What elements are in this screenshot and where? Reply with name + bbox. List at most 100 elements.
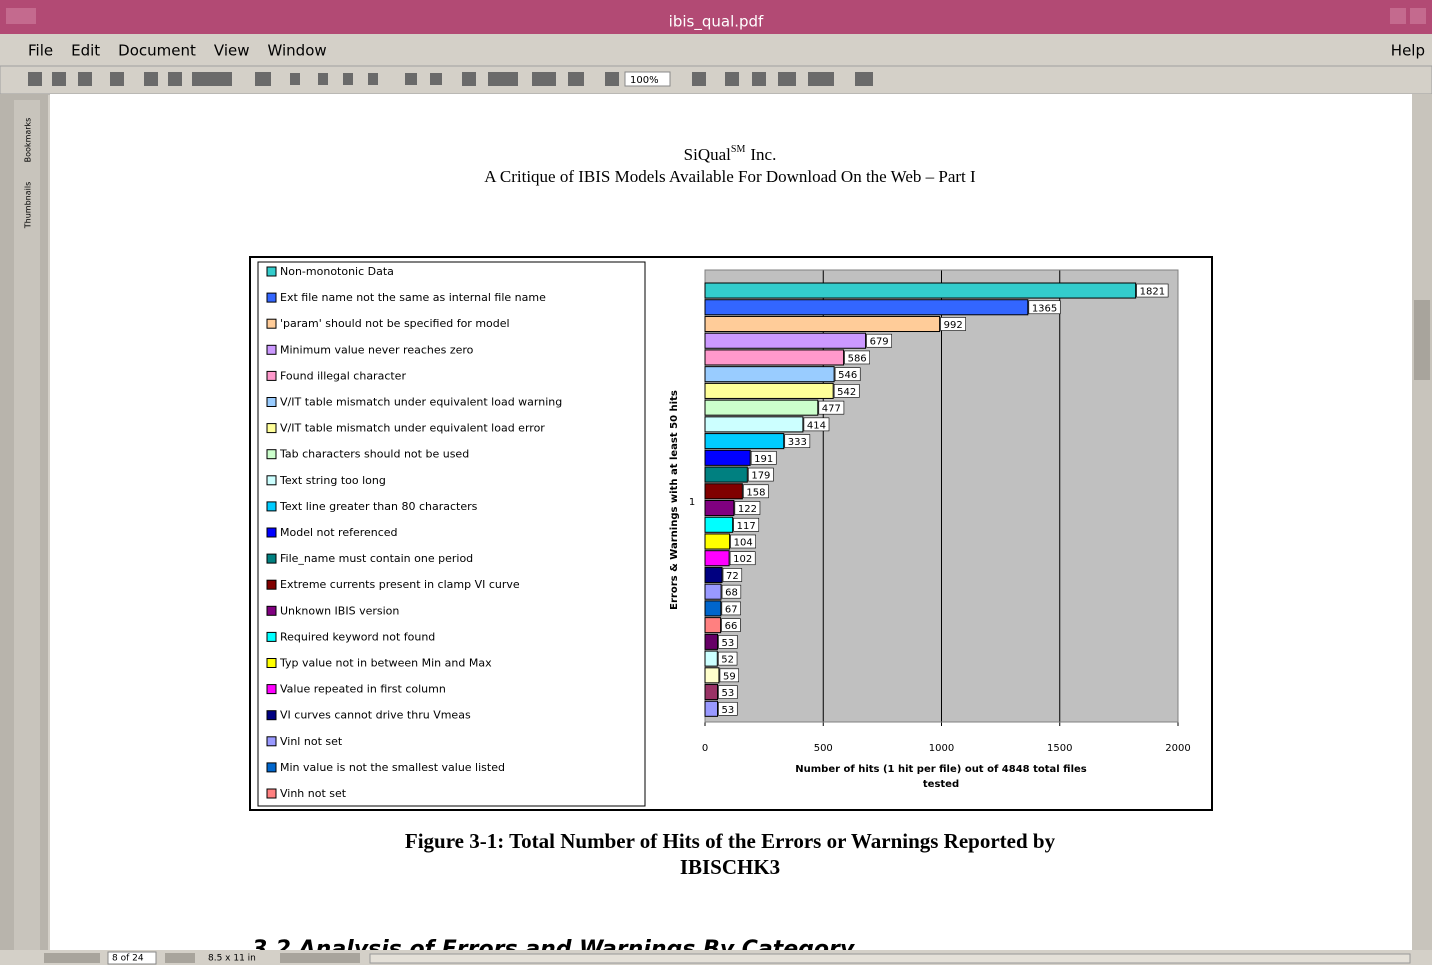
bar	[704, 500, 735, 517]
side-tab-bookmarks[interactable]: Bookmarks	[24, 118, 33, 163]
data-label-box	[1028, 300, 1061, 315]
tool-text[interactable]	[532, 72, 556, 86]
menu-item[interactable]: Edit	[71, 42, 100, 60]
data-label: 477	[822, 404, 841, 415]
bar	[704, 600, 722, 617]
tool-back[interactable]	[405, 73, 417, 85]
tool-search[interactable]	[144, 72, 158, 86]
tool-fullscreen[interactable]	[855, 72, 873, 86]
bar	[704, 349, 845, 366]
legend-swatch	[266, 736, 277, 747]
bar	[704, 449, 751, 466]
figure-caption-line-2: IBISCHK3	[680, 855, 780, 879]
legend-label: Non-monotonic Data	[280, 265, 394, 278]
bar	[704, 399, 819, 416]
data-label-box	[750, 451, 777, 465]
legend-label: Model not referenced	[280, 526, 398, 539]
data-label: 333	[788, 437, 807, 448]
tool-print[interactable]	[78, 72, 92, 86]
bar	[704, 617, 722, 634]
data-label: 1821	[1140, 287, 1165, 298]
legend-label: Required keyword not found	[280, 630, 435, 643]
bar	[704, 700, 719, 717]
data-label-box	[743, 484, 769, 499]
data-label-box	[818, 400, 845, 415]
data-label-box	[748, 467, 774, 482]
tool-open[interactable]	[28, 72, 42, 86]
data-label: 104	[734, 537, 753, 548]
page-nav-next[interactable]	[165, 953, 195, 963]
data-label-box	[833, 384, 860, 398]
data-label: 546	[838, 370, 857, 381]
data-label: 179	[751, 471, 770, 482]
bar	[704, 566, 723, 583]
close-button[interactable]	[1410, 8, 1426, 24]
menu-item[interactable]: View	[214, 42, 250, 60]
horizontal-scrollbar[interactable]	[369, 953, 1411, 964]
legend-swatch	[266, 501, 277, 512]
page-nav-first[interactable]	[44, 953, 100, 963]
legend-swatch	[266, 579, 277, 590]
tool-fit-width[interactable]	[778, 72, 796, 86]
menu-help[interactable]: Help	[1391, 42, 1425, 60]
data-label-box	[803, 417, 830, 432]
zoom-field[interactable]	[624, 71, 671, 87]
bar	[704, 433, 785, 450]
legend-label: Typ value not in between Min and Max	[279, 657, 492, 670]
data-label-box	[718, 635, 738, 649]
bar	[704, 332, 867, 349]
menu-item[interactable]: Document	[118, 42, 196, 60]
data-label: 1365	[1032, 303, 1057, 314]
tool-forward[interactable]	[430, 73, 442, 85]
tool-select[interactable]	[568, 72, 584, 86]
tool-fit-page[interactable]	[752, 72, 766, 86]
tool-rotate[interactable]	[808, 72, 834, 86]
legend-label: Extreme currents present in clamp VI cur…	[280, 578, 520, 591]
tool-first[interactable]	[290, 73, 300, 85]
company-name: SiQual	[684, 145, 732, 164]
legend-swatch	[266, 788, 277, 799]
tool-actual-size[interactable]	[725, 72, 739, 86]
legend-label: Found illegal character	[280, 369, 406, 382]
window-title: ibis_qual.pdf	[669, 13, 764, 32]
menu-item[interactable]: File	[28, 42, 53, 60]
legend-label: 'param' should not be specified for mode…	[280, 317, 510, 330]
tool-zoom-in[interactable]	[692, 72, 706, 86]
bar	[704, 483, 743, 500]
legend-swatch	[266, 449, 277, 460]
tool-zoom-out[interactable]	[605, 72, 619, 86]
tool-zoom[interactable]	[488, 72, 518, 86]
legend-swatch	[266, 266, 277, 277]
tool-email[interactable]	[168, 72, 182, 86]
bar	[704, 516, 734, 533]
data-label-box	[734, 501, 761, 515]
data-label: 102	[733, 554, 752, 565]
legend-swatch	[266, 423, 277, 434]
data-label-box	[834, 367, 861, 382]
tool-prev[interactable]	[318, 73, 328, 85]
side-tab-thumbnails[interactable]: Thumbnails	[24, 182, 33, 229]
view-buttons[interactable]	[280, 953, 360, 963]
title-bar	[0, 0, 1432, 34]
data-label: 53	[722, 688, 735, 699]
scrollbar[interactable]	[1412, 94, 1432, 950]
tool-panel[interactable]	[255, 72, 271, 86]
x-axis-label: Number of hits (1 hit per file) out of 4…	[795, 764, 1087, 775]
tool-next[interactable]	[343, 73, 353, 85]
legend	[257, 261, 646, 807]
tool-find[interactable]	[110, 72, 124, 86]
legend-label: File_name must contain one period	[280, 552, 473, 565]
tool-navigate[interactable]	[192, 72, 232, 86]
legend-label: Text string too long	[279, 474, 386, 487]
window-menu-button[interactable]	[6, 8, 36, 24]
menu-item[interactable]: Window	[268, 42, 327, 60]
data-label-box	[729, 551, 756, 566]
tool-save[interactable]	[52, 72, 66, 86]
page-field[interactable]	[107, 951, 157, 965]
scroll-thumb[interactable]	[1414, 300, 1430, 380]
tool-last[interactable]	[368, 73, 378, 85]
minimize-button[interactable]	[1390, 8, 1406, 24]
bar	[704, 583, 722, 600]
tool-hand[interactable]	[462, 72, 476, 86]
